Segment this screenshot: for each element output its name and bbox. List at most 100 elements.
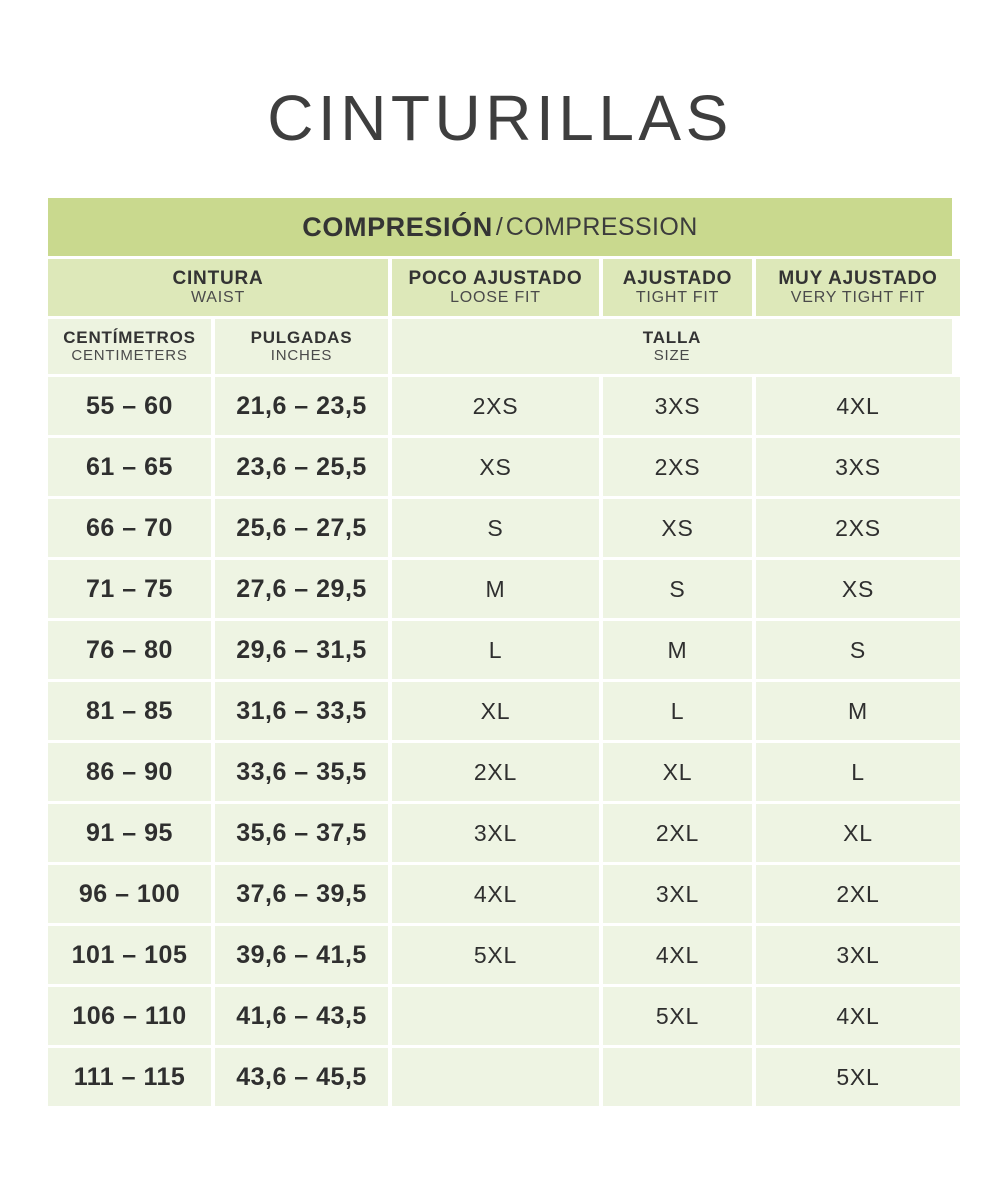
group-header-waist-en: WAIST — [190, 288, 246, 306]
cell-centimeters-value: 71 – 75 — [86, 574, 173, 603]
cell-very-tight-fit-value: L — [851, 758, 865, 785]
cell-centimeters: 66 – 70 — [48, 499, 211, 557]
cell-tight-fit: XL — [603, 743, 752, 801]
cell-loose-fit: 3XL — [392, 804, 599, 862]
cell-inches-value: 25,6 – 27,5 — [236, 513, 367, 542]
cell-loose-fit-value: L — [488, 636, 503, 663]
unit-header-size: TALLA SIZE — [392, 319, 952, 374]
cell-centimeters-value: 86 – 90 — [86, 757, 173, 786]
cell-centimeters-value: 101 – 105 — [71, 940, 188, 969]
cell-tight-fit-value: 3XL — [655, 880, 700, 907]
table-row: 66 – 70 25,6 – 27,5 S XS 2XS — [48, 499, 960, 557]
table-row: 111 – 115 43,6 – 45,5 5XL — [48, 1048, 960, 1106]
cell-inches-value: 35,6 – 37,5 — [236, 818, 367, 847]
cell-tight-fit-value: 4XL — [655, 941, 700, 968]
cell-inches: 35,6 – 37,5 — [215, 804, 388, 862]
cell-tight-fit-value: S — [669, 575, 686, 602]
table-row: 101 – 105 39,6 – 41,5 5XL 4XL 3XL — [48, 926, 960, 984]
cell-inches-value: 31,6 – 33,5 — [236, 696, 367, 725]
cell-loose-fit: L — [392, 621, 599, 679]
cell-loose-fit: S — [392, 499, 599, 557]
cell-loose-fit-value: 3XL — [473, 819, 518, 846]
cell-centimeters: 71 – 75 — [48, 560, 211, 618]
cell-very-tight-fit: XS — [756, 560, 960, 618]
cell-centimeters-value: 81 – 85 — [86, 696, 173, 725]
cell-inches-value: 41,6 – 43,5 — [236, 1001, 367, 1030]
cell-centimeters-value: 55 – 60 — [86, 391, 173, 420]
table-body: 55 – 60 21,6 – 23,5 2XS 3XS 4XL 61 – 65 23,6 –… — [48, 377, 960, 1106]
cell-inches: 33,6 – 35,5 — [215, 743, 388, 801]
unit-header-cm-en: CENTIMETERS — [71, 347, 188, 365]
cell-very-tight-fit-value: 4XL — [836, 392, 880, 419]
cell-centimeters-value: 111 – 115 — [73, 1062, 186, 1091]
cell-inches: 41,6 – 43,5 — [215, 987, 388, 1045]
table-row: 106 – 110 41,6 – 43,5 5XL 4XL — [48, 987, 960, 1045]
cell-loose-fit-value: XS — [479, 453, 512, 480]
unit-header-centimeters: CENTÍMETROS CENTIMETERS — [48, 319, 211, 374]
cell-very-tight-fit: 2XS — [756, 499, 960, 557]
cell-inches: 29,6 – 31,5 — [215, 621, 388, 679]
cell-inches: 31,6 – 33,5 — [215, 682, 388, 740]
cell-tight-fit-value: 3XS — [654, 392, 701, 419]
unit-header-inches-es: PULGADAS — [250, 328, 353, 348]
group-header-tight-en: TIGHT FIT — [635, 288, 720, 306]
cell-very-tight-fit: 2XL — [756, 865, 960, 923]
cell-loose-fit — [392, 987, 599, 1045]
cell-very-tight-fit: L — [756, 743, 960, 801]
cell-centimeters: 101 – 105 — [48, 926, 211, 984]
cell-very-tight-fit-value: 3XL — [836, 941, 880, 968]
cell-inches: 39,6 – 41,5 — [215, 926, 388, 984]
cell-loose-fit-value: 2XL — [473, 758, 518, 785]
cell-tight-fit: S — [603, 560, 752, 618]
compression-band: COMPRESIÓN / COMPRESSION — [48, 198, 952, 256]
table-row: 96 – 100 37,6 – 39,5 4XL 3XL 2XL — [48, 865, 960, 923]
cell-very-tight-fit-value: 5XL — [836, 1063, 880, 1090]
cell-centimeters: 96 – 100 — [48, 865, 211, 923]
group-header-tight-es: AJUSTADO — [622, 267, 733, 289]
cell-very-tight-fit-value: S — [849, 636, 867, 663]
cell-very-tight-fit: 4XL — [756, 377, 960, 435]
group-header-waist-es: CINTURA — [172, 267, 264, 289]
table-row: 91 – 95 35,6 – 37,5 3XL 2XL XL — [48, 804, 960, 862]
group-header-loose-es: POCO AJUSTADO — [408, 267, 583, 289]
group-header-waist: CINTURA WAIST — [48, 259, 388, 316]
cell-inches: 37,6 – 39,5 — [215, 865, 388, 923]
table-row: 81 – 85 31,6 – 33,5 XL L M — [48, 682, 960, 740]
table-row: 86 – 90 33,6 – 35,5 2XL XL L — [48, 743, 960, 801]
cell-very-tight-fit-value: 4XL — [836, 1002, 880, 1029]
cell-tight-fit-value: 2XL — [655, 819, 700, 846]
cell-centimeters-value: 96 – 100 — [78, 879, 181, 908]
cell-tight-fit: 3XS — [603, 377, 752, 435]
cell-very-tight-fit: XL — [756, 804, 960, 862]
group-header-loose-en: LOOSE FIT — [450, 288, 541, 306]
cell-tight-fit: 2XS — [603, 438, 752, 496]
group-header-row: CINTURA WAIST POCO AJUSTADO LOOSE FIT AJ… — [48, 259, 960, 316]
cell-loose-fit-value: 5XL — [473, 941, 518, 968]
cell-tight-fit: 2XL — [603, 804, 752, 862]
cell-loose-fit-value: 2XS — [472, 392, 519, 419]
compression-label-es: COMPRESIÓN — [302, 211, 493, 242]
cell-inches: 27,6 – 29,5 — [215, 560, 388, 618]
group-header-loose-fit: POCO AJUSTADO LOOSE FIT — [392, 259, 599, 316]
cell-loose-fit: 2XL — [392, 743, 599, 801]
cell-tight-fit: XS — [603, 499, 752, 557]
cell-tight-fit-value: M — [667, 636, 688, 663]
table-row: 55 – 60 21,6 – 23,5 2XS 3XS 4XL — [48, 377, 960, 435]
cell-centimeters: 81 – 85 — [48, 682, 211, 740]
cell-very-tight-fit-value: M — [848, 697, 868, 724]
cell-inches-value: 39,6 – 41,5 — [236, 940, 367, 969]
cell-tight-fit-value: 5XL — [655, 1002, 700, 1029]
cell-inches-value: 29,6 – 31,5 — [236, 635, 367, 664]
cell-very-tight-fit-value: XS — [841, 575, 875, 602]
compression-separator: / — [495, 212, 503, 241]
cell-loose-fit: XS — [392, 438, 599, 496]
cell-centimeters-value: 91 – 95 — [86, 818, 173, 847]
cell-tight-fit — [603, 1048, 752, 1106]
cell-tight-fit: L — [603, 682, 752, 740]
table-row: 76 – 80 29,6 – 31,5 L M S — [48, 621, 960, 679]
cell-loose-fit-value: M — [485, 575, 506, 602]
cell-inches: 21,6 – 23,5 — [215, 377, 388, 435]
cell-inches-value: 23,6 – 25,5 — [236, 452, 367, 481]
cell-centimeters-value: 61 – 65 — [86, 452, 173, 481]
